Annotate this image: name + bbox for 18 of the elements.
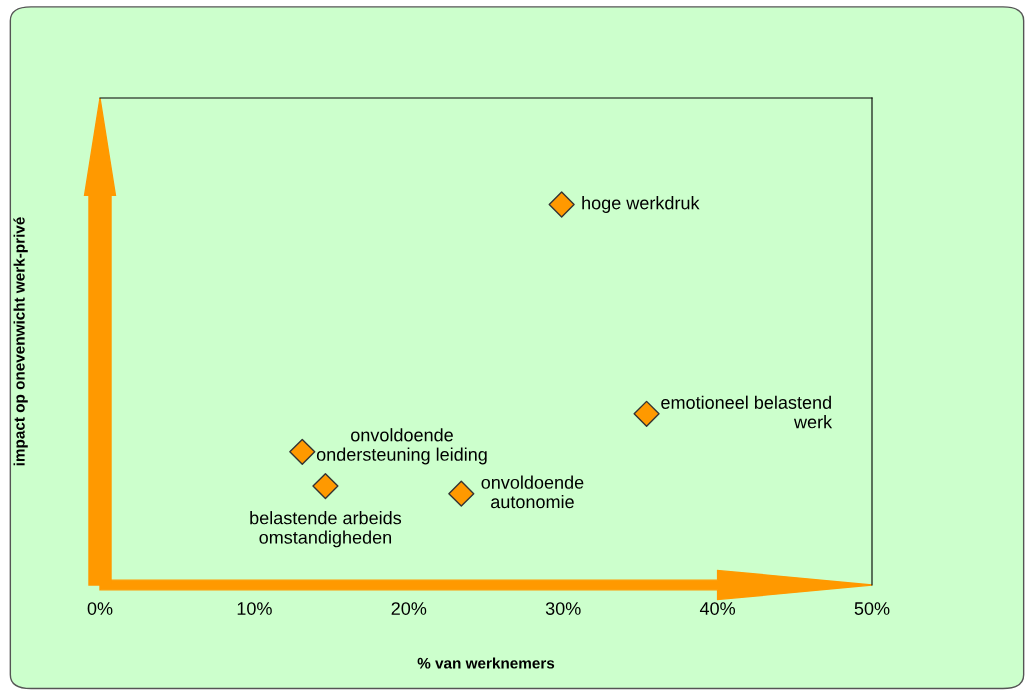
annotation: belastende arbeids omstandigheden (250, 511, 402, 548)
point (289, 438, 316, 465)
point (633, 400, 660, 427)
annotation: hoge werkdruk (582, 196, 700, 213)
point (548, 191, 575, 218)
x-tick-label: 20% (391, 602, 427, 615)
x-tick-label: 40% (699, 602, 736, 615)
annotation: onvoldoende ondersteuning leiding (316, 428, 487, 465)
x-tick-label: 0% (87, 602, 113, 615)
x-axis-title: % van werknemers (417, 657, 555, 669)
annotation: emotioneel belastend werk (661, 395, 833, 429)
y-axis-title: impact op onevenwicht werk-privé (13, 217, 28, 466)
annotation: onvoldoende autonomie (481, 475, 584, 509)
point (312, 472, 339, 500)
point (448, 480, 475, 507)
x-tick-label: 50% (854, 602, 890, 615)
x-tick-label: 30% (545, 602, 581, 615)
x-tick-label: 10% (237, 602, 272, 615)
